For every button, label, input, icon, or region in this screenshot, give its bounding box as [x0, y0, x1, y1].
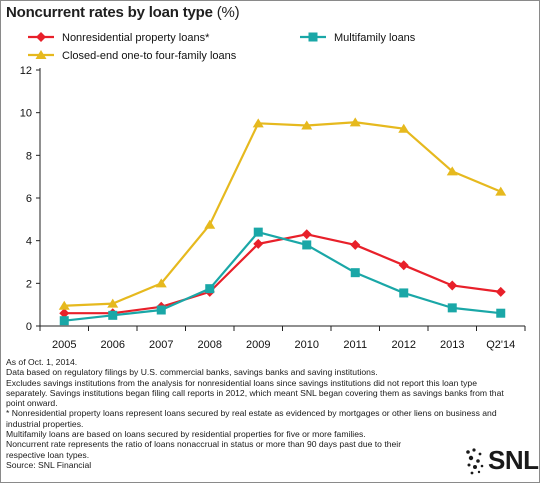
- x-tick-label: 2007: [149, 339, 173, 351]
- data-point: [496, 308, 506, 318]
- y-tick-label: 10: [20, 108, 32, 120]
- data-point: [302, 240, 312, 250]
- y-tick-label: 8: [26, 150, 32, 162]
- x-tick-label: 2005: [52, 339, 76, 351]
- data-point: [155, 278, 167, 288]
- data-point: [301, 120, 313, 130]
- y-tick-label: 12: [20, 65, 32, 77]
- legend-label: Multifamily loans: [334, 32, 416, 44]
- y-tick-label: 4: [26, 236, 32, 248]
- chart-legend: Nonresidential property loans* Multifamil…: [28, 32, 416, 62]
- note-multifamily-definition: Multifamily loans are based on loans sec…: [6, 429, 366, 440]
- legend-label: Closed-end one-to four-family loans: [62, 50, 237, 62]
- data-point: [495, 286, 506, 297]
- y-tick-label: 6: [26, 193, 32, 205]
- snl-logo-dots-icon: [466, 448, 484, 475]
- note-data-source: Data based on regulatory filings by U.S.…: [6, 367, 378, 378]
- legend-item: Nonresidential property loans*: [28, 32, 210, 44]
- note-source: Source: SNL Financial: [6, 459, 92, 470]
- series-line: [64, 231, 501, 322]
- data-point: [350, 268, 360, 278]
- note-exclusions: Excludes savings institutions from the a…: [6, 377, 504, 409]
- data-point: [349, 117, 361, 127]
- chart-title: Noncurrent rates by loan type (%): [6, 4, 240, 21]
- chart-title-unit: (%): [216, 4, 240, 21]
- data-point: [107, 298, 119, 308]
- series-line: [64, 121, 502, 307]
- x-tick-label: 2009: [246, 339, 270, 351]
- x-tick-label: Q2'14: [486, 339, 515, 351]
- chart-axes: 0 2 4 6 8 10 12 2005 2006 2007 2008 2009 2010 2011 201…: [20, 65, 526, 351]
- snl-logo: SNL: [464, 444, 539, 478]
- data-point: [495, 186, 507, 196]
- snl-logo-text: SNL: [488, 445, 539, 475]
- data-point: [398, 123, 410, 133]
- data-point: [59, 308, 70, 319]
- data-point: [253, 227, 263, 237]
- chart-notes: As of Oct. 1, 2014. Data based on regula…: [6, 357, 506, 470]
- data-point: [252, 118, 264, 128]
- x-tick-label: 2006: [101, 339, 125, 351]
- data-point: [447, 303, 457, 313]
- note-nonresidential-definition: * Nonresidential property loans represen…: [6, 408, 497, 429]
- data-point: [253, 238, 264, 249]
- note-noncurrent-definition: Noncurrent rate represents the ratio of …: [6, 439, 402, 460]
- x-tick-label: 2013: [440, 339, 464, 351]
- data-point: [447, 280, 458, 291]
- note-as-of: As of Oct. 1, 2014.: [6, 357, 78, 367]
- legend-marker: [308, 32, 318, 42]
- y-tick-label: 0: [26, 321, 32, 333]
- data-point: [301, 229, 312, 240]
- data-point: [399, 288, 409, 298]
- legend-label: Nonresidential property loans*: [62, 32, 210, 44]
- data-point: [59, 316, 69, 326]
- data-point: [156, 305, 166, 315]
- series-triangle-line: [58, 117, 507, 310]
- data-point: [204, 219, 216, 229]
- x-tick-label: 2012: [392, 339, 416, 351]
- x-tick-label: 2008: [198, 339, 222, 351]
- data-point: [58, 300, 70, 310]
- legend-marker: [36, 32, 46, 42]
- data-point: [446, 166, 458, 176]
- series-square-line: [59, 227, 506, 326]
- x-tick-label: 2011: [343, 339, 367, 351]
- data-point: [398, 260, 409, 271]
- data-point: [205, 284, 215, 294]
- series-line: [64, 233, 501, 315]
- data-point: [108, 310, 118, 320]
- legend-marker: [35, 50, 47, 60]
- data-point: [350, 239, 361, 250]
- chart-title-text: Noncurrent rates by loan type: [6, 4, 213, 21]
- x-tick-label: 2010: [295, 339, 319, 351]
- legend-item: Closed-end one-to four-family loans: [28, 50, 237, 62]
- y-tick-label: 2: [26, 278, 32, 290]
- legend-item: Multifamily loans: [300, 32, 416, 44]
- chart-series: [58, 117, 507, 326]
